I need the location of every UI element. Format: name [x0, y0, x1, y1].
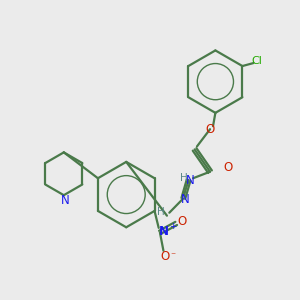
- Text: O: O: [206, 123, 215, 136]
- Text: N: N: [158, 225, 169, 238]
- Text: N: N: [186, 173, 194, 187]
- Text: H: H: [180, 172, 188, 183]
- Text: ⁻: ⁻: [170, 251, 175, 261]
- Text: +: +: [169, 222, 176, 231]
- Text: H: H: [157, 207, 164, 217]
- Text: N: N: [61, 194, 70, 207]
- Text: O: O: [223, 161, 232, 174]
- Text: O: O: [177, 214, 186, 227]
- Text: N: N: [181, 194, 190, 206]
- Text: Cl: Cl: [251, 56, 262, 66]
- Text: O: O: [160, 250, 169, 262]
